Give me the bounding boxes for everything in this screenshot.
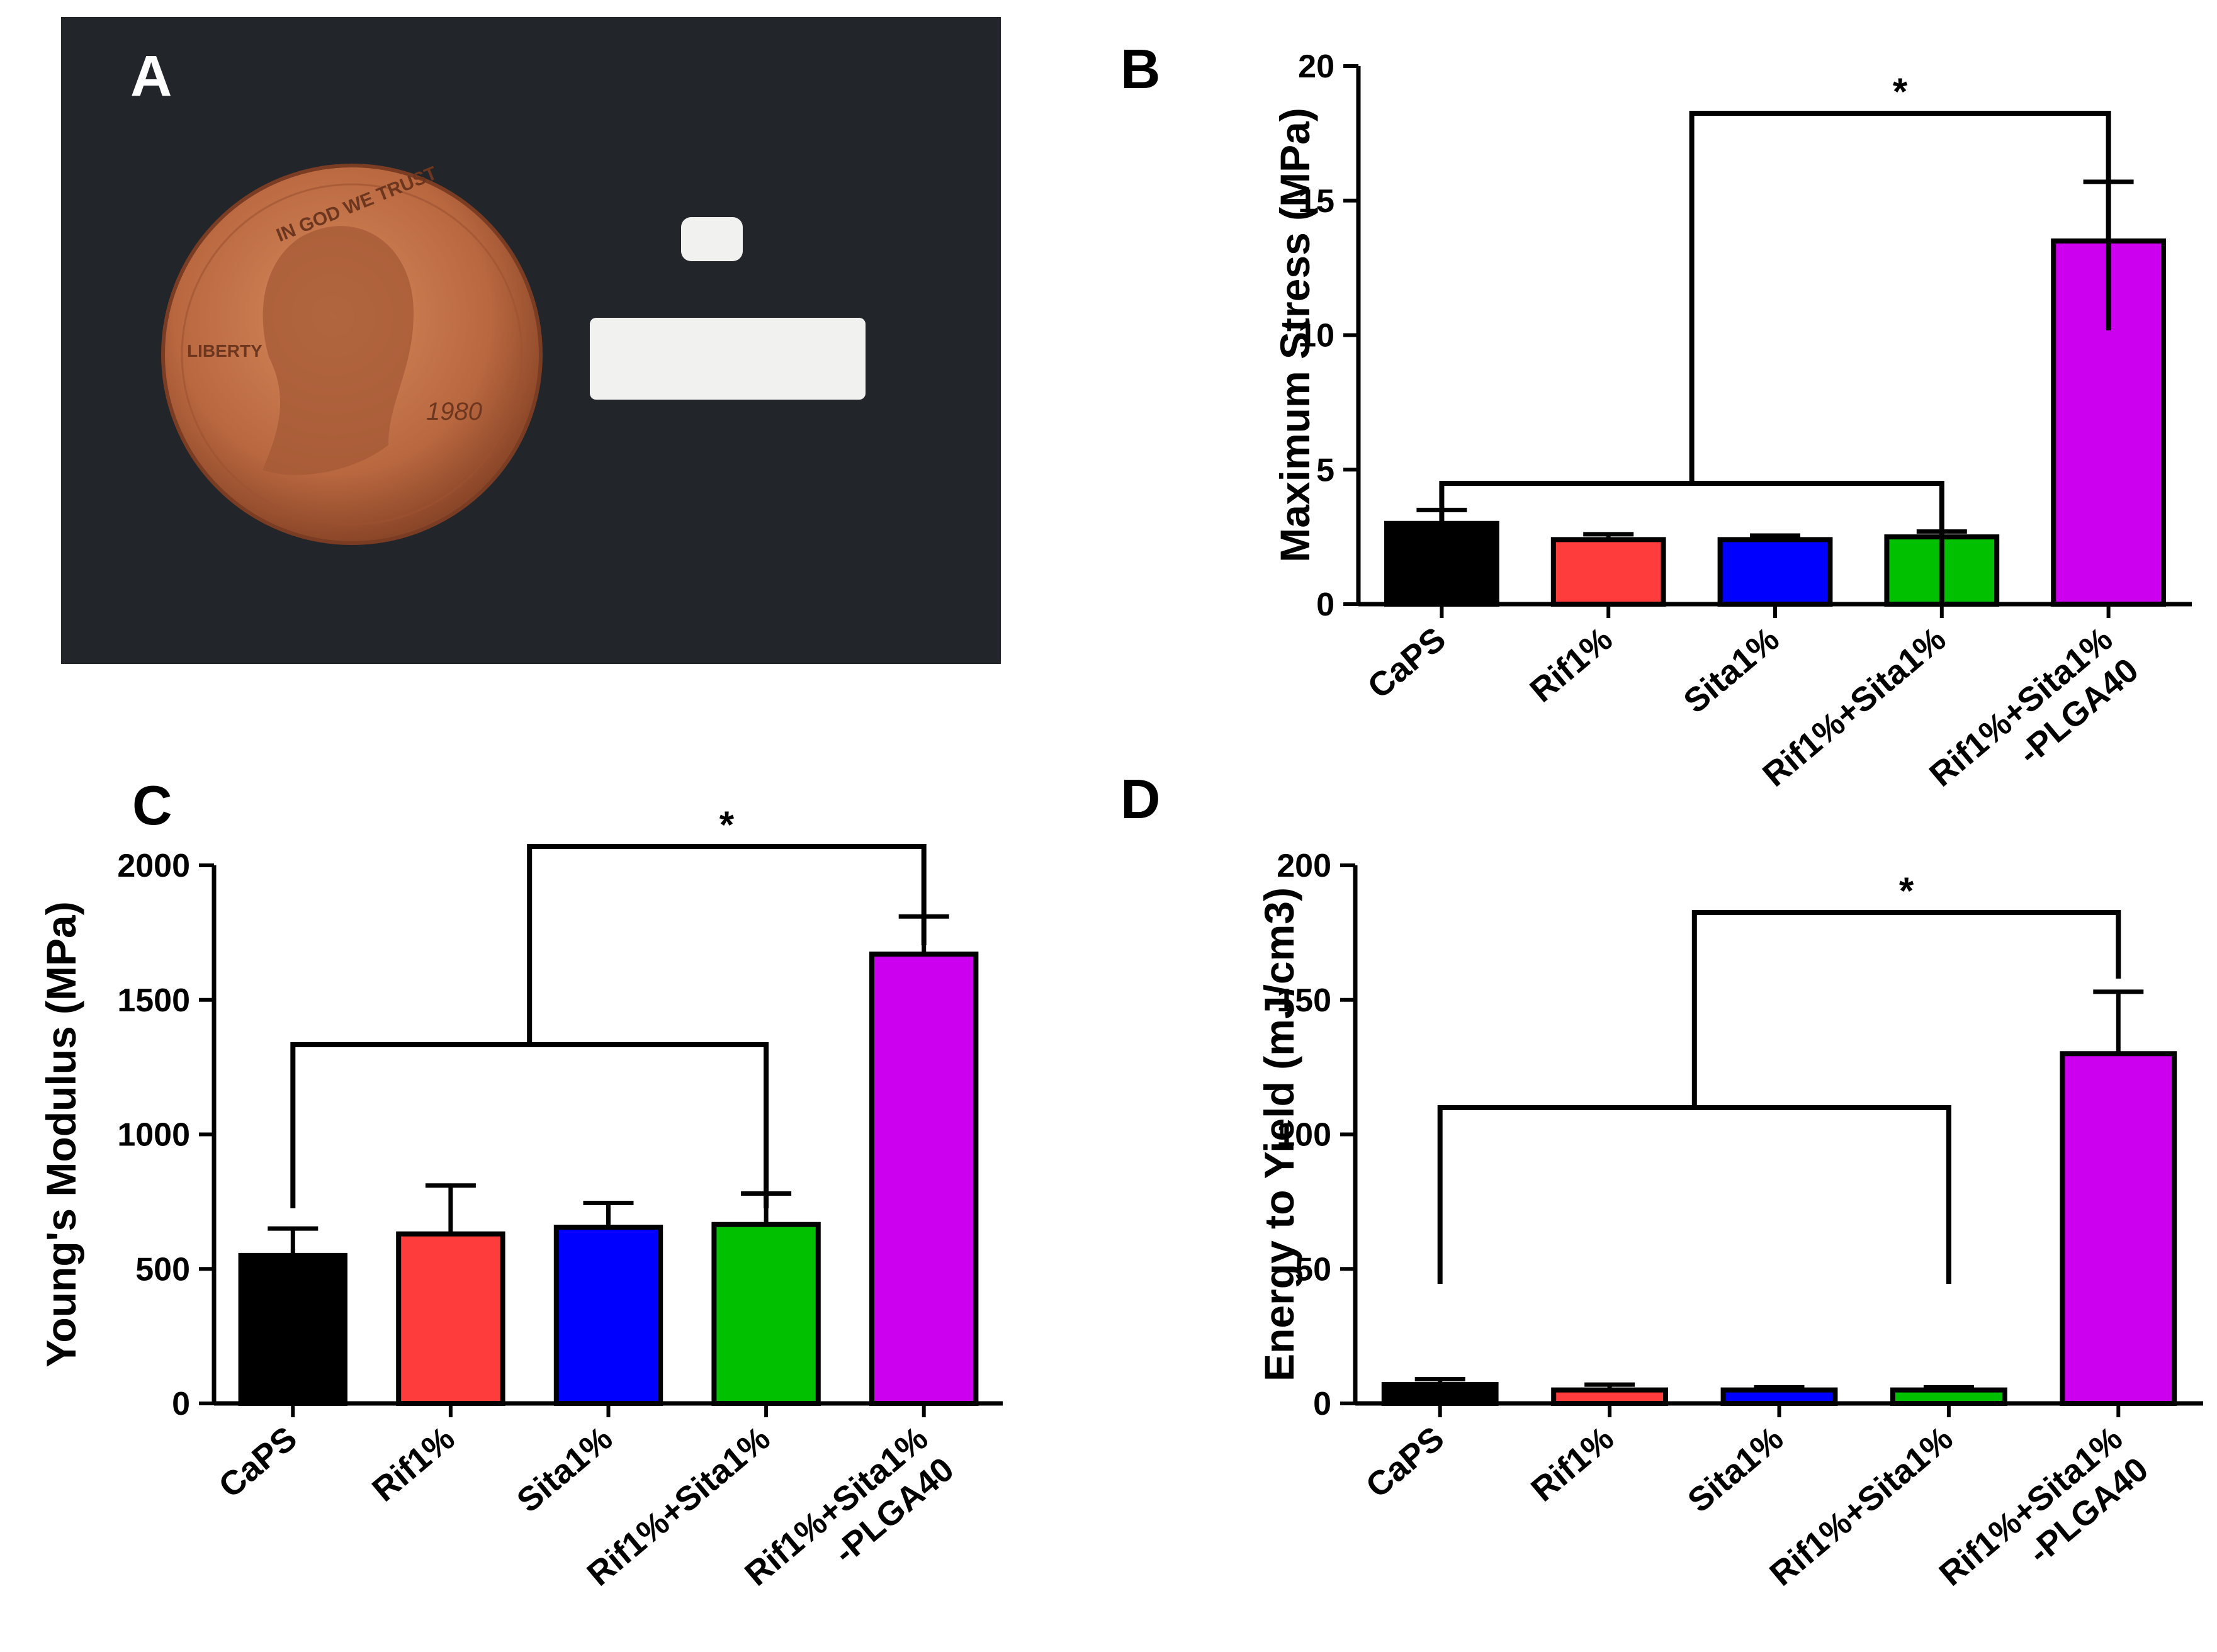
- y-tick-label: 1000: [117, 1117, 190, 1154]
- y-tick-label: 0: [172, 1386, 190, 1422]
- y-axis-label: Young's Modulus (MPa): [38, 901, 84, 1367]
- bar: [1890, 1387, 2007, 1406]
- x-tick-label: Rif1%: [1524, 1419, 1620, 1509]
- bar: [1381, 1382, 1499, 1406]
- y-tick-label: 1500: [117, 982, 190, 1019]
- panel-label-c: C: [132, 774, 172, 836]
- panel-label-d: D: [1120, 768, 1161, 830]
- specimen-photo: A IN GOD WE TRUST LIBERTY 1980: [61, 17, 1001, 664]
- bar: [1551, 1387, 1669, 1406]
- penny: IN GOD WE TRUST LIBERTY 1980: [161, 163, 543, 545]
- y-tick-label: 10: [1298, 318, 1334, 354]
- y-tick-label: 20: [1298, 48, 1334, 85]
- y-tick-label: 200: [1277, 848, 1331, 884]
- panel-label-b: B: [1120, 38, 1161, 100]
- comparison-bracket: [1691, 910, 2121, 1108]
- y-tick-label: 100: [1277, 1117, 1331, 1154]
- y-axis-label: Maximum Stress (MPa): [1272, 108, 1318, 563]
- comparison-bracket: [527, 844, 927, 1045]
- bar: [1720, 1387, 1838, 1406]
- small-specimen: [681, 217, 743, 261]
- y-tick-label: 500: [135, 1251, 190, 1288]
- comparison-bracket: [1689, 111, 2111, 483]
- y-axis-label: Energy to Yield (mJ/cm3): [1256, 887, 1302, 1381]
- group-bracket: [1437, 1105, 1951, 1284]
- y-tick-label: 0: [1316, 587, 1334, 623]
- y-tick-label: 5: [1316, 452, 1334, 488]
- coin-liberty: LIBERTY: [187, 341, 262, 361]
- x-tick-label: Sita1%: [1681, 1419, 1790, 1520]
- bar: [711, 1222, 821, 1407]
- y-tick-label: 50: [1295, 1251, 1331, 1288]
- coin-year: 1980: [426, 398, 482, 425]
- y-tick-label: 150: [1277, 982, 1331, 1019]
- bar: [2060, 1051, 2177, 1406]
- x-tick-label: Rif1%+Sita1%-PLGA40: [1932, 1419, 2155, 1624]
- y-tick-label: 15: [1298, 183, 1334, 220]
- y-tick-label: 0: [1313, 1386, 1331, 1422]
- significance-star: *: [1899, 870, 1914, 912]
- bar: [553, 1224, 663, 1407]
- x-tick-label: CaPS: [1359, 1419, 1452, 1505]
- x-tick-label: Rif1%+Sita1%: [1763, 1419, 1960, 1593]
- y-tick-label: 2000: [117, 848, 190, 884]
- significance-star: *: [719, 804, 735, 846]
- significance-star: *: [1893, 70, 1908, 113]
- large-specimen: [590, 318, 866, 400]
- panel-label-a: A: [130, 44, 172, 108]
